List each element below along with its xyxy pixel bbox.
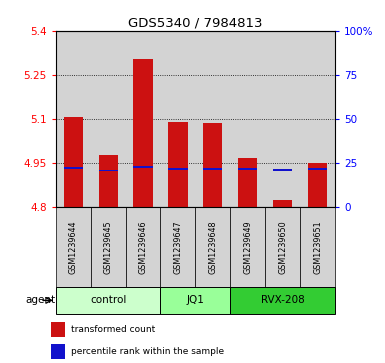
Bar [203,168,223,170]
Text: transformed count: transformed count [71,325,155,334]
Bar [195,207,230,287]
Bar [56,207,91,287]
Bar [238,168,257,170]
Bar [195,31,230,207]
Bar [300,31,335,207]
Bar [168,168,187,170]
Bar [300,207,335,287]
Text: GSM1239648: GSM1239648 [208,220,218,274]
Bar [126,207,161,287]
Text: GSM1239646: GSM1239646 [139,220,147,274]
Bar [238,158,257,207]
Bar [203,123,223,207]
Text: GSM1239645: GSM1239645 [104,220,113,274]
Bar [99,155,118,207]
Bar [51,322,65,337]
Title: GDS5340 / 7984813: GDS5340 / 7984813 [128,17,263,30]
Bar [56,31,91,207]
Bar [161,207,195,287]
Text: GSM1239650: GSM1239650 [278,220,287,274]
Text: GSM1239651: GSM1239651 [313,220,322,274]
Bar [91,207,126,287]
Text: control: control [90,295,126,305]
Bar [56,287,161,314]
Bar [308,168,327,170]
Bar [265,207,300,287]
Bar [91,31,126,207]
Bar [64,167,83,169]
Bar [126,31,161,207]
Bar [230,207,265,287]
Bar [134,166,152,168]
Bar [230,287,335,314]
Bar [308,163,327,207]
Text: agent: agent [26,295,56,305]
Bar [230,31,265,207]
Text: percentile rank within the sample: percentile rank within the sample [71,347,224,356]
Bar [161,31,195,207]
Bar [273,200,292,207]
Bar [51,344,65,359]
Text: GSM1239649: GSM1239649 [243,220,252,274]
Bar [64,117,83,207]
Text: JQ1: JQ1 [186,295,204,305]
Bar [265,31,300,207]
Text: RVX-208: RVX-208 [261,295,305,305]
Bar [168,122,187,207]
Bar [161,287,230,314]
Bar [134,59,152,207]
Bar [273,170,292,171]
Text: GSM1239644: GSM1239644 [69,220,78,274]
Bar [99,170,118,171]
Text: GSM1239647: GSM1239647 [173,220,182,274]
